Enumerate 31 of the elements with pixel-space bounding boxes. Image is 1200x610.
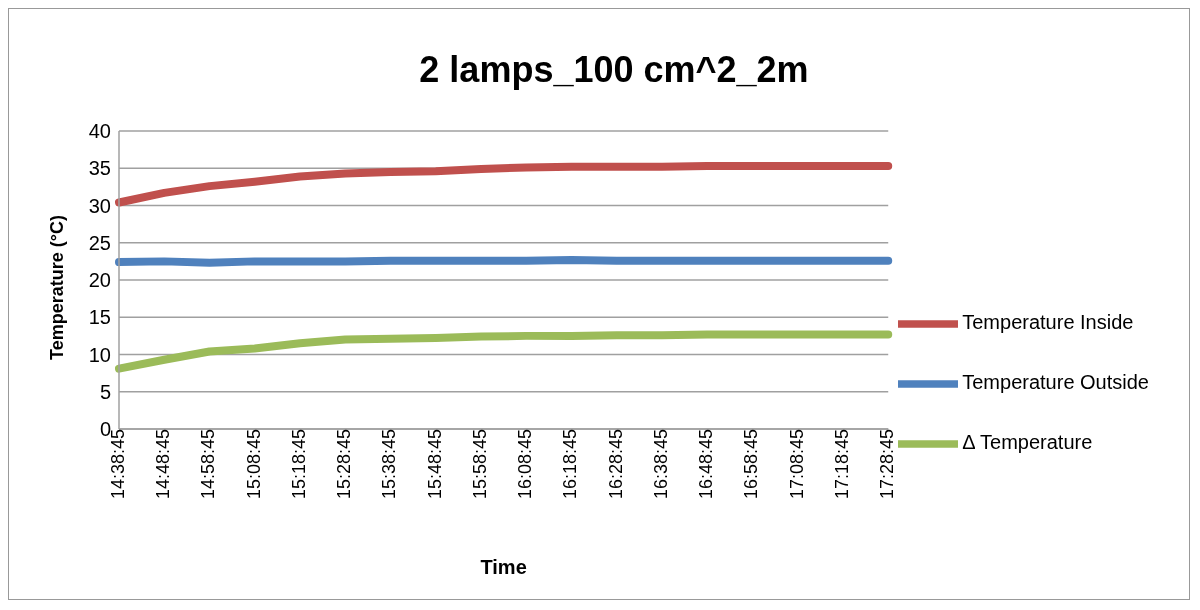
x-tick-label: 16:08:45 [515, 429, 536, 500]
x-tick-label: 16:28:45 [605, 429, 626, 500]
x-tick-label: 17:28:45 [877, 429, 898, 500]
y-axis-title: Temperature (°C) [47, 215, 68, 360]
x-tick-label: 14:58:45 [198, 429, 219, 500]
legend-label: Temperature Inside [962, 311, 1134, 334]
x-tick-label: 15:38:45 [379, 429, 400, 500]
x-tick-label: 15:18:45 [288, 429, 309, 500]
y-tick-label: 10 [88, 343, 111, 366]
x-tick-label: 16:18:45 [560, 429, 581, 500]
x-axis-title: Time [480, 556, 527, 578]
y-tick-label: 25 [88, 231, 111, 254]
x-tick-label: 15:48:45 [424, 429, 445, 500]
x-tick-label: 17:08:45 [786, 429, 807, 500]
legend-label: Δ Temperature [962, 431, 1093, 454]
y-tick-label: 20 [88, 269, 111, 292]
x-tick-label: 15:28:45 [334, 429, 355, 500]
x-tick-label: 14:48:45 [153, 429, 174, 500]
y-tick-label: 30 [88, 194, 111, 217]
x-tick-label: 15:58:45 [469, 429, 490, 500]
y-tick-label: 15 [88, 306, 111, 329]
x-tick-label: 15:08:45 [243, 429, 264, 500]
y-tick-label: 5 [99, 380, 111, 403]
chart-title: 2 lamps_100 cm^2_2m [418, 49, 810, 91]
y-tick-label: 40 [88, 120, 111, 143]
y-tick-label: 35 [88, 157, 111, 180]
x-tick-label: 16:48:45 [696, 429, 717, 500]
x-tick-label: 17:18:45 [831, 429, 852, 500]
x-tick-label: 16:58:45 [741, 429, 762, 500]
legend-label: Temperature Outside [962, 371, 1149, 394]
x-tick-label: 16:38:45 [650, 429, 671, 500]
